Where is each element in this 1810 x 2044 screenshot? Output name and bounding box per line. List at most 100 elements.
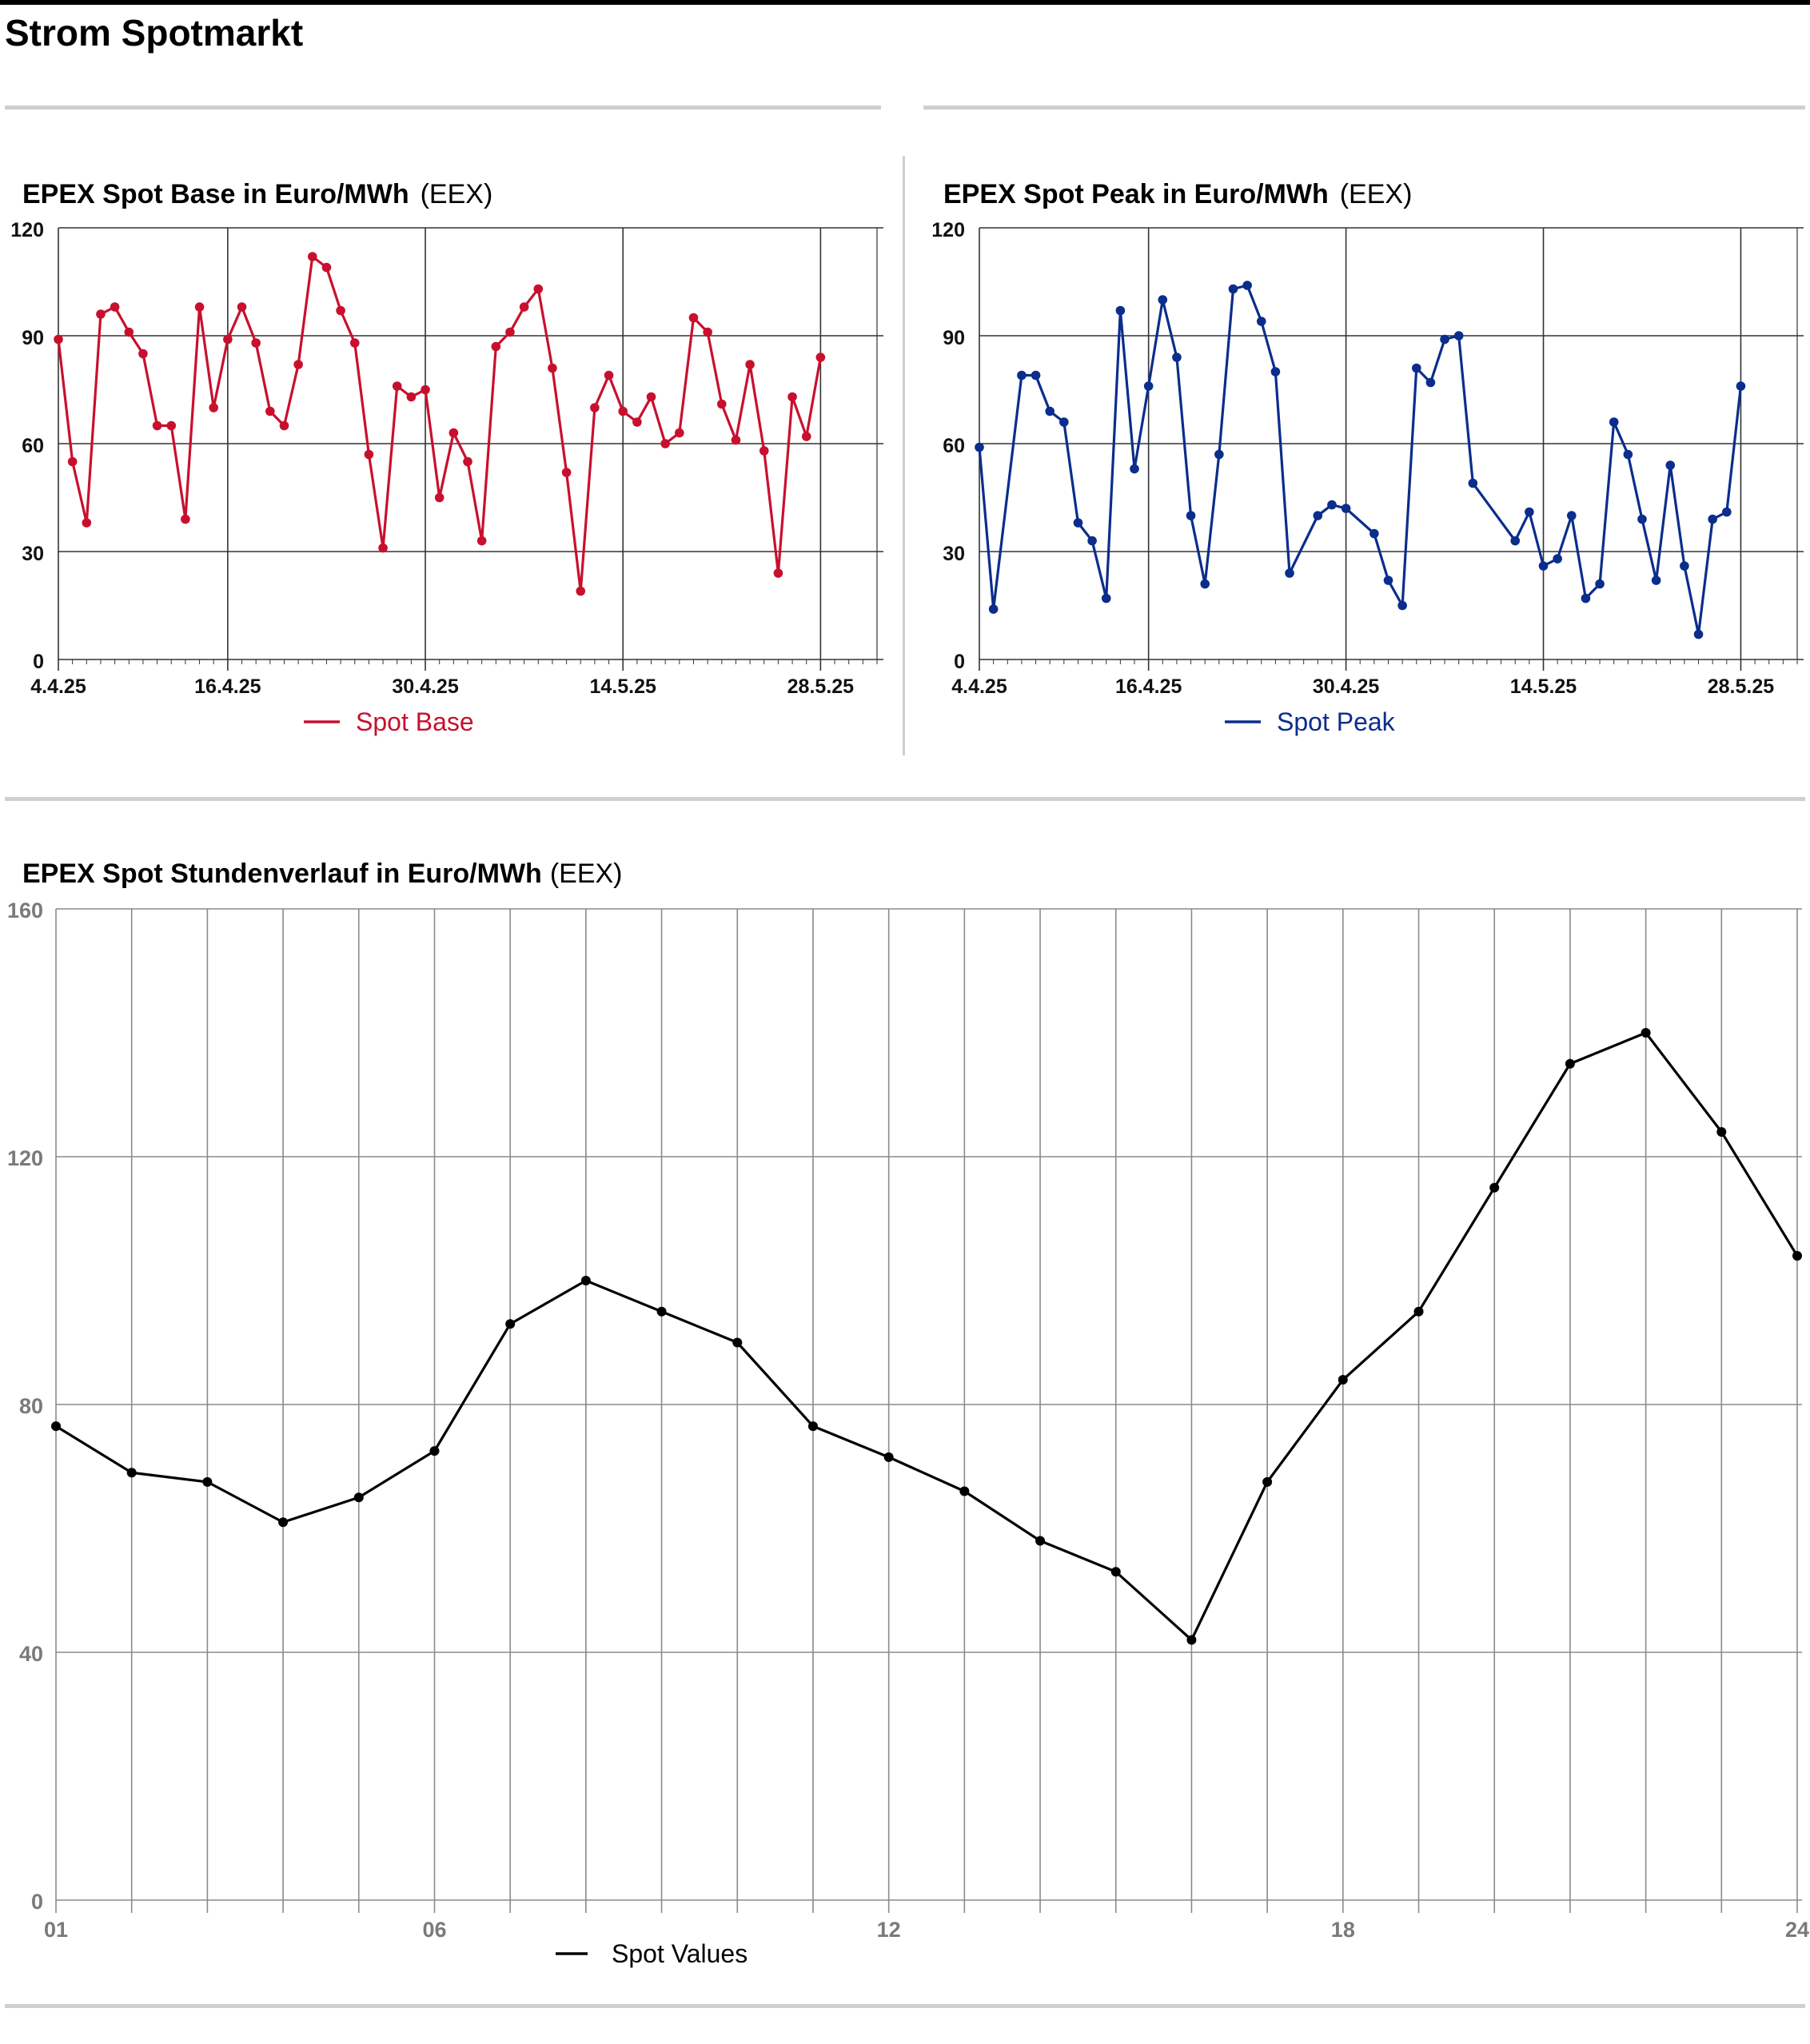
peak-xtick-label: 4.4.25 [951,675,1007,698]
hourly-ytick-label: 80 [19,1394,43,1418]
base-data-point [773,568,783,578]
hourly-data-point [429,1446,440,1456]
base-data-point [194,302,205,312]
peak-data-point [1553,554,1562,564]
base-data-point [392,381,402,391]
base-data-point [110,302,120,312]
base-data-point [96,309,106,319]
base-data-point [279,420,289,431]
peak-data-point [1708,514,1717,524]
hourly-data-point [1413,1306,1424,1317]
hourly-data-point [1792,1251,1802,1261]
base-data-point [505,327,515,337]
base-data-point [476,536,487,546]
base-data-point [223,334,233,345]
peak-xtick-label: 28.5.25 [1708,675,1775,698]
peak-data-point [1693,629,1704,639]
peak-data-point [1313,511,1323,520]
peak-ytick-label: 90 [943,327,965,349]
base-data-point [237,302,247,312]
base-data-point [604,370,614,381]
hourly-series-line [55,1031,1799,1642]
peak-data-point [1214,449,1224,460]
peak-legend-label: Spot Peak [1277,707,1396,736]
base-ytick-label: 60 [22,435,44,457]
peak-data-point [1017,370,1027,381]
base-data-point [307,252,317,261]
base-chart-source: (EEX) [420,179,493,209]
base-data-point [124,327,134,337]
base-data-point [576,586,586,596]
base-ytick-label: 120 [10,219,44,241]
base-ytick-label: 30 [22,543,44,565]
hourly-data-point [1035,1536,1046,1546]
peak-data-point [1651,576,1661,585]
hourly-data-point [580,1276,591,1285]
hourly-data-point [353,1492,364,1503]
base-data-point [406,392,417,402]
peak-data-point [1736,381,1746,391]
hourly-data-point [732,1337,743,1348]
hourly-legend-label: Spot Values [612,1939,748,1968]
base-data-point [463,456,472,467]
base-data-point [675,428,684,438]
hourly-data-point [656,1306,667,1317]
peak-data-point [1397,600,1407,611]
peak-data-point [1383,576,1393,585]
base-data-point [138,349,148,359]
base-data-point [703,327,712,337]
hourly-data-point [1338,1375,1348,1385]
peak-data-point [1411,363,1421,373]
hourly-data-point [51,1421,61,1432]
base-data-point [251,338,261,348]
hourly-xtick-label: 24 [1785,1918,1809,1942]
peak-ytick-label: 120 [931,219,965,241]
peak-data-point [1256,317,1266,326]
peak-data-point [1270,367,1281,377]
peak-data-point [1031,370,1041,381]
peak-data-point [1327,500,1337,510]
peak-data-point [1453,331,1464,341]
base-chart-title-text: EPEX Spot Base in Euro/MWh [22,179,409,209]
hourly-chart-title-text: EPEX Spot Stundenverlauf in Euro/MWh [22,859,542,889]
peak-data-point [1510,536,1521,546]
hourly-chart-source: (EEX) [549,859,623,889]
peak-data-point [1228,284,1238,294]
peak-chart-title: EPEX Spot Peak in Euro/MWh (EEX) [943,179,1412,210]
peak-data-point [1680,561,1689,571]
hourly-ytick-label: 160 [7,898,43,922]
hourly-ytick-label: 40 [19,1642,43,1666]
peak-data-point [1369,528,1379,539]
section-divider [5,797,1805,801]
peak-data-point [1566,511,1577,520]
peak-data-point [1045,406,1055,416]
hourly-ytick-label: 0 [31,1890,43,1914]
base-data-point [364,449,374,460]
hourly-xtick-label: 18 [1331,1918,1355,1942]
peak-data-point [1172,353,1182,362]
base-data-point [618,406,628,416]
base-data-point [716,399,727,409]
hourly-data-point [1186,1635,1197,1645]
base-data-point [82,518,92,528]
peak-price-chart: 0 30 60 90 120 4.4.25 16.4.25 30.4.25 14.5.25 28.… [931,219,1804,736]
peak-data-point [975,442,984,452]
hourly-data-point [959,1486,970,1496]
peak-data-point [1073,518,1083,528]
base-data-point [548,363,557,373]
base-data-point [590,403,600,412]
base-data-point [491,341,501,352]
base-data-point [67,456,78,467]
base-data-point [166,420,177,431]
header-divider-right [923,106,1805,110]
hourly-data-point [1110,1567,1121,1577]
hourly-ytick-label: 120 [7,1146,43,1170]
base-price-chart: 0 30 60 90 120 4.4.25 16.4.25 30.4.25 14.5.25 28.… [10,219,883,736]
hourly-chart-title: EPEX Spot Stundenverlauf in Euro/MWh (EEX… [22,859,623,890]
hourly-data-point [505,1319,516,1329]
peak-data-point [1341,504,1351,513]
peak-ytick-label: 0 [954,651,965,673]
peak-series-line [978,284,1743,636]
base-data-point [646,392,656,402]
